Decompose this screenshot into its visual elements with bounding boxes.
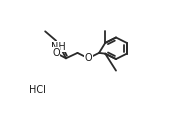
Text: O: O [52, 48, 60, 58]
Text: NH: NH [51, 42, 66, 52]
Text: HCl: HCl [29, 85, 46, 95]
Text: O: O [84, 53, 92, 63]
